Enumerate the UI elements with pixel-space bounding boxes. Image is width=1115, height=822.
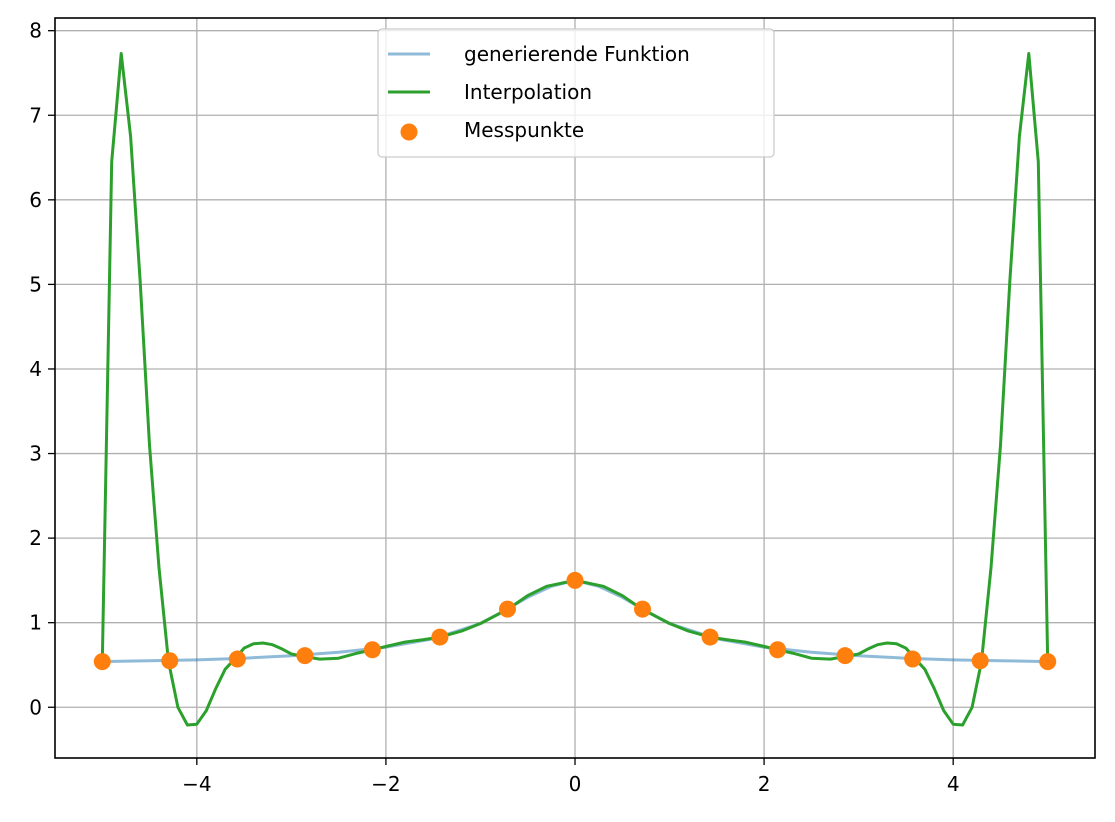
plot-series bbox=[93, 52, 1057, 727]
y-tick-label: 5 bbox=[29, 272, 42, 296]
y-tick-label: 2 bbox=[29, 526, 42, 550]
y-tick-label: 8 bbox=[29, 19, 42, 43]
measurement-point bbox=[634, 600, 652, 618]
y-tick-label: 3 bbox=[29, 442, 42, 466]
legend-label: generierende Funktion bbox=[464, 42, 690, 66]
measurement-point bbox=[769, 641, 787, 659]
measurement-point bbox=[566, 571, 584, 589]
y-tick-label: 0 bbox=[29, 695, 42, 719]
measurement-point bbox=[93, 653, 111, 671]
measurement-point bbox=[836, 647, 854, 665]
measurement-point bbox=[431, 628, 449, 646]
measurement-point bbox=[701, 628, 719, 646]
x-tick-label: 0 bbox=[569, 772, 582, 796]
measurement-point bbox=[296, 647, 314, 665]
x-tick-label: 4 bbox=[947, 772, 960, 796]
x-tick-label: −4 bbox=[182, 772, 211, 796]
y-tick-label: 4 bbox=[29, 357, 42, 381]
measurement-point bbox=[1039, 653, 1057, 671]
axis-ticks: −4 −2 0 2 4 0 1 2 3 4 5 6 7 8 bbox=[29, 19, 959, 796]
y-tick-label: 6 bbox=[29, 188, 42, 212]
measurement-point bbox=[904, 650, 922, 668]
measurement-point bbox=[228, 650, 246, 668]
x-tick-label: 2 bbox=[758, 772, 771, 796]
legend-box bbox=[377, 28, 775, 158]
legend-label: Messpunkte bbox=[464, 118, 584, 142]
legend: generierende Funktion Interpolation Messpu… bbox=[377, 28, 775, 158]
x-tick-label: −2 bbox=[371, 772, 400, 796]
y-tick-label: 1 bbox=[29, 611, 42, 635]
measurement-point bbox=[161, 652, 179, 670]
y-tick-label: 7 bbox=[29, 103, 42, 127]
legend-label: Interpolation bbox=[464, 80, 592, 104]
measurement-point bbox=[498, 600, 516, 618]
measurement-point bbox=[971, 652, 989, 670]
legend-marker-swatch bbox=[400, 123, 418, 141]
measurement-point bbox=[363, 641, 381, 659]
